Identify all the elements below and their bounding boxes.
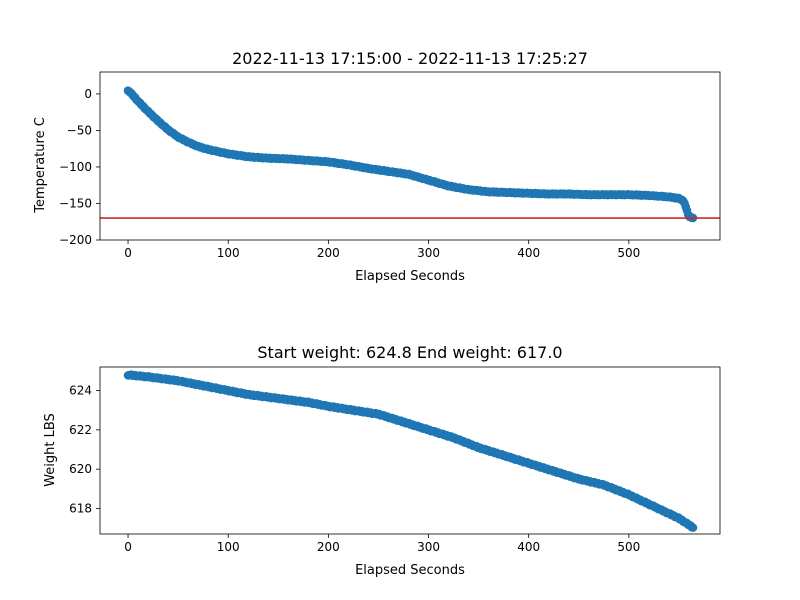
y-tick-label: 618: [69, 501, 92, 515]
y-tick-label: −50: [67, 123, 92, 137]
tick-layer: 0 100 200 300 400 500 0 −50 −100 −150 −200: [59, 87, 640, 260]
y-tick-label: −100: [59, 160, 92, 174]
x-tick-label: 300: [417, 246, 440, 260]
y-tick-label: 620: [69, 462, 92, 476]
tick-layer: 0 100 200 300 400 500 618 620 622 624: [69, 384, 640, 554]
mark-layer: [123, 370, 698, 532]
y-tick-label: 624: [69, 384, 92, 398]
temperature-chart: 2022-11-13 17:15:00 - 2022-11-13 17:25:2…: [33, 49, 721, 284]
plot-frame: [99, 71, 721, 241]
y-tick-label: −150: [59, 196, 92, 210]
x-tick-label: 500: [617, 246, 640, 260]
x-tick-label: 0: [124, 540, 132, 554]
y-axis-label: Weight LBS: [43, 413, 58, 487]
x-tick-label: 100: [217, 246, 240, 260]
x-tick-label: 0: [124, 246, 132, 260]
y-tick-label: 622: [69, 423, 92, 437]
x-axis-label: Elapsed Seconds: [355, 269, 465, 284]
plot-frame: [99, 366, 721, 535]
x-tick-label: 200: [317, 540, 340, 554]
x-tick-label: 500: [617, 540, 640, 554]
weight-chart: Start weight: 624.8 End weight: 617.0 El…: [43, 343, 721, 578]
x-tick-label: 100: [217, 540, 240, 554]
y-tick-label: 0: [84, 87, 92, 101]
x-tick-label: 400: [517, 540, 540, 554]
x-tick-label: 400: [517, 246, 540, 260]
mark-layer: [100, 86, 720, 223]
y-axis-label: Temperature C: [33, 117, 48, 214]
x-tick-label: 200: [317, 246, 340, 260]
chart-title: 2022-11-13 17:15:00 - 2022-11-13 17:25:2…: [232, 49, 588, 68]
x-axis-label: Elapsed Seconds: [355, 563, 465, 578]
data-point: [688, 523, 698, 532]
y-tick-label: −200: [59, 233, 92, 247]
x-tick-label: 300: [417, 540, 440, 554]
chart-title: Start weight: 624.8 End weight: 617.0: [257, 343, 562, 362]
